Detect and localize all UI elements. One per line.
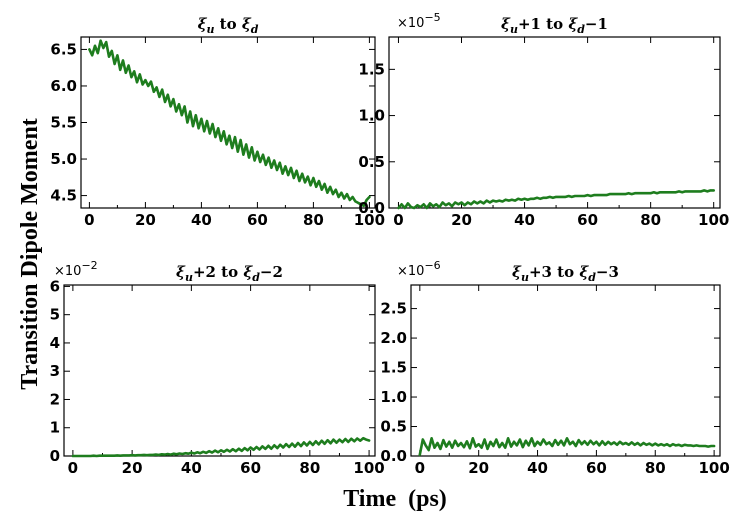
y-tick-label: 1.5 [358, 60, 385, 78]
x-tick-label: 0 [84, 211, 94, 229]
axis-multiplier: ×10−5 [397, 11, 441, 31]
x-tick-label: 60 [247, 211, 268, 229]
panel-top-left: ξu​ to ξd​ 0 20 40 60 80 100 4.5 5.0 5.5 6.0 6.5 [50, 15, 385, 229]
y-tick-label: 0.5 [380, 418, 407, 436]
y-tick-label: 0.5 [358, 153, 385, 171]
x-tick-label: 100 [353, 459, 384, 477]
x-tick-label: 20 [468, 459, 489, 477]
y-axis-label: Transition Dipole Moment [17, 118, 43, 390]
y-tick-label: 2 [50, 390, 60, 408]
panel-bottom-right: ξu​+3 to ξd​−3 ×10−6 0 20 40 60 80 100 0.0 0.5 1.0… [380, 259, 729, 477]
series-line [88, 39, 371, 208]
y-tick-label: 1 [50, 419, 60, 437]
x-tick-label: 100 [698, 211, 729, 229]
y-tick-label: 5.5 [50, 114, 77, 132]
y-tick-label: 0.0 [358, 199, 385, 217]
plot-frame [80, 36, 376, 209]
axis-multiplier: ×10−2 [54, 259, 98, 279]
panel-bottom-left: ξu​+2 to ξd​−2 ×10−2 0 20 40 60 80 100 0 1 2 3 4 5 6 [50, 259, 385, 477]
x-tick-label: 0 [415, 459, 425, 477]
plot-frame [410, 284, 721, 457]
x-tick-label: 80 [640, 211, 661, 229]
y-tick-label: 1.0 [380, 388, 407, 406]
plot-frame [388, 36, 721, 209]
panel-top-right: ξu​+1 to ξd​−1 ×10−5 0 20 40 60 80 100 0.0 0.5 1.0… [358, 11, 729, 229]
panel-title: ξu​+1 to ξd​−1 [501, 15, 608, 36]
y-tick-label: 6.5 [50, 40, 77, 58]
x-tick-label: 80 [303, 211, 324, 229]
y-tick-label: 0.0 [380, 447, 407, 465]
x-tick-label: 20 [451, 211, 472, 229]
x-tick-label: 80 [299, 459, 320, 477]
plot-frame [63, 284, 376, 457]
y-tick-label: 4.5 [50, 187, 77, 205]
panel-title: ξu​ to ξd​ [198, 15, 259, 36]
x-tick-label: 40 [181, 459, 202, 477]
y-tick-label: 2.0 [380, 329, 407, 347]
x-tick-label: 20 [135, 211, 156, 229]
x-tick-label: 40 [514, 211, 535, 229]
y-tick-label: 2.5 [380, 300, 407, 318]
x-tick-label: 20 [122, 459, 143, 477]
x-tick-label: 60 [577, 211, 598, 229]
series-line [71, 436, 371, 458]
x-tick-label: 100 [354, 211, 385, 229]
y-tick-label: 6 [50, 277, 60, 295]
y-tick-label: 0 [50, 447, 60, 465]
x-tick-label: 0 [68, 459, 78, 477]
x-tick-label: 0 [393, 211, 403, 229]
x-tick-label: 60 [240, 459, 261, 477]
x-axis-label: Time (ps) [343, 486, 447, 512]
panel-title: ξu​+3 to ξd​−3 [512, 263, 619, 284]
series-line [397, 189, 716, 210]
axis-multiplier: ×10−6 [397, 259, 441, 279]
x-tick-label: 80 [645, 459, 666, 477]
y-tick-label: 1.5 [380, 359, 407, 377]
x-tick-label: 100 [698, 459, 729, 477]
series-line [418, 436, 716, 457]
x-tick-label: 40 [527, 459, 548, 477]
y-tick-label: 4 [50, 334, 60, 352]
y-tick-label: 6.0 [50, 77, 77, 95]
x-tick-label: 60 [586, 459, 607, 477]
y-tick-label: 5 [50, 306, 60, 324]
y-tick-label: 1.0 [358, 107, 385, 125]
y-tick-label: 5.0 [50, 150, 77, 168]
y-tick-label: 3 [50, 362, 60, 380]
panel-title: ξu​+2 to ξd​−2 [176, 263, 283, 284]
x-tick-label: 40 [191, 211, 212, 229]
